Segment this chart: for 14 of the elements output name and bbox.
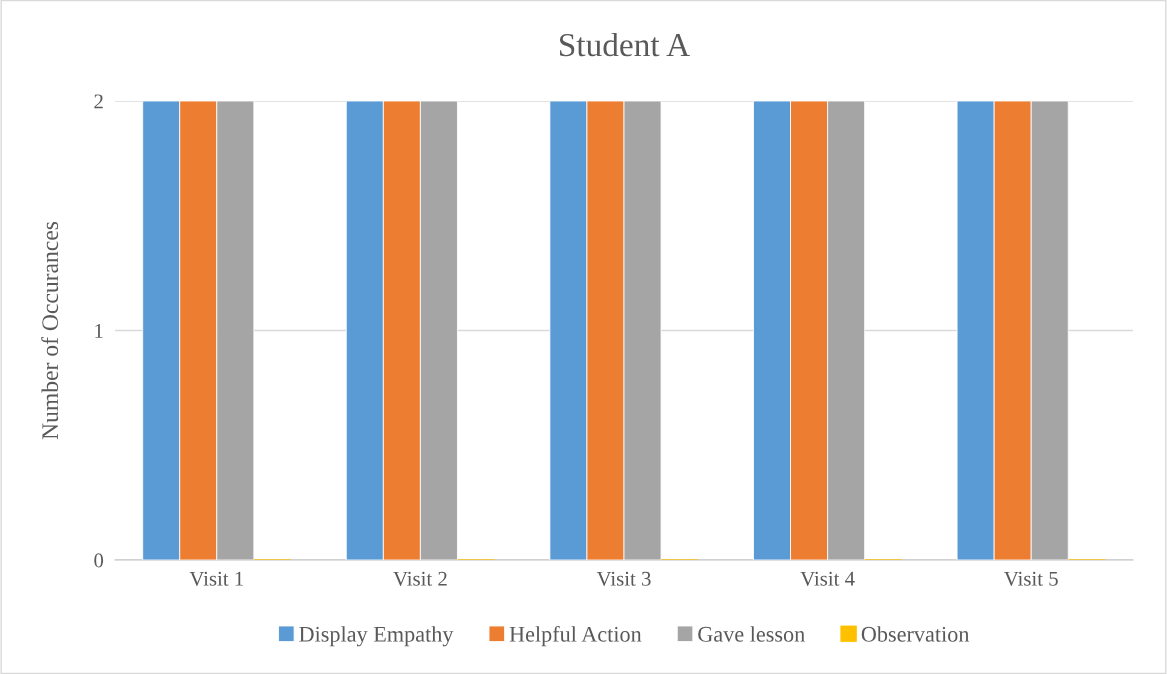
y-tick-label: 2 — [94, 94, 103, 109]
y-axis-title: Number of Occurances — [41, 221, 59, 440]
legend-label: Display Empathy — [299, 626, 454, 647]
y-tick-label: 0 — [94, 553, 104, 568]
x-tick-label: Visit 3 — [596, 571, 651, 586]
legend-label: Gave lesson — [698, 626, 805, 642]
y-tick-label: 1 — [95, 323, 103, 338]
x-tick-label: Visit 4 — [800, 571, 855, 586]
legend-label: Helpful Action — [509, 625, 642, 647]
chart-title: Student A — [560, 32, 690, 57]
x-tick-label: Visit 2 — [393, 571, 447, 586]
x-tick-label: Visit 1 — [189, 571, 243, 586]
legend-label: Observation — [861, 626, 970, 642]
x-tick-label: Visit 5 — [1003, 571, 1058, 586]
